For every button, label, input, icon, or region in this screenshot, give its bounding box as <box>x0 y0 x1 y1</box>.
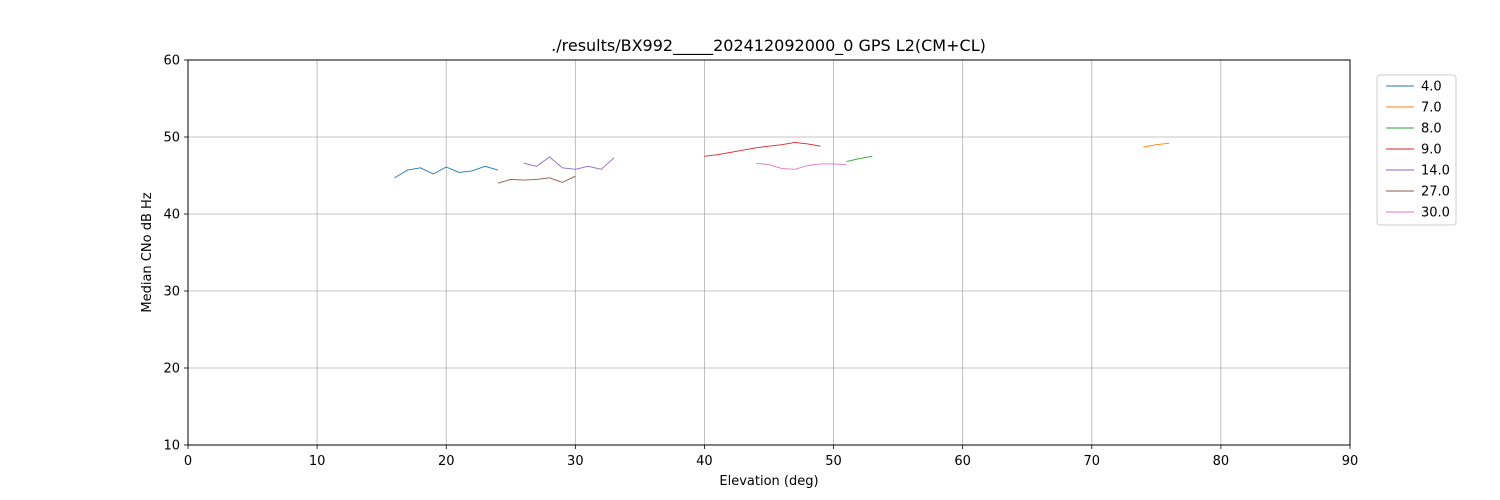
y-axis-label: Median CNo dB Hz <box>140 192 155 312</box>
legend-box <box>1376 74 1457 226</box>
series-line-14-0 <box>523 156 615 170</box>
y-tick-label: 10 <box>163 439 180 454</box>
legend-label: 30.0 <box>1421 206 1450 221</box>
legend-label: 4.0 <box>1421 80 1442 95</box>
series-line-4-0 <box>394 165 499 179</box>
legend-label: 7.0 <box>1421 101 1442 116</box>
y-tick-label: 20 <box>163 362 180 377</box>
x-tick-label: 70 <box>1084 454 1101 469</box>
plot-frame <box>187 59 1351 446</box>
legend-label: 8.0 <box>1421 122 1442 137</box>
y-tick-label: 50 <box>163 131 180 146</box>
legend-label: 27.0 <box>1421 185 1450 200</box>
x-tick-label: 80 <box>1213 454 1230 469</box>
series-line-7-0 <box>1143 142 1170 148</box>
series-line-27-0 <box>497 175 576 184</box>
x-axis-ticks: 0 10 20 30 40 50 60 70 80 90 <box>184 445 1358 469</box>
x-tick-label: 20 <box>438 454 455 469</box>
legend: 4.0 7.0 8.0 9.0 14.0 27.0 30.0 <box>1376 74 1457 226</box>
x-axis-label: Elevation (deg) <box>719 474 818 489</box>
x-tick-label: 60 <box>954 454 971 469</box>
x-tick-label: 50 <box>825 454 842 469</box>
x-tick-label: 10 <box>309 454 326 469</box>
series-line-8-0 <box>846 155 873 163</box>
legend-label: 9.0 <box>1421 143 1442 158</box>
x-tick-label: 30 <box>567 454 584 469</box>
x-tick-label: 0 <box>184 454 192 469</box>
y-tick-label: 40 <box>163 208 180 223</box>
x-tick-label: 40 <box>696 454 713 469</box>
y-tick-label: 60 <box>163 54 180 69</box>
series-lines <box>394 141 1170 184</box>
y-tick-label: 30 <box>163 285 180 300</box>
y-axis-ticks: 10 20 30 40 50 60 <box>163 54 188 454</box>
x-tick-label: 90 <box>1342 454 1359 469</box>
series-line-30-0 <box>756 162 847 170</box>
grid <box>187 59 1351 446</box>
legend-label: 14.0 <box>1421 164 1450 179</box>
chart-title: ./results/BX992_____202412092000_0 GPS L… <box>551 36 986 56</box>
series-line-9-0 <box>704 141 821 157</box>
